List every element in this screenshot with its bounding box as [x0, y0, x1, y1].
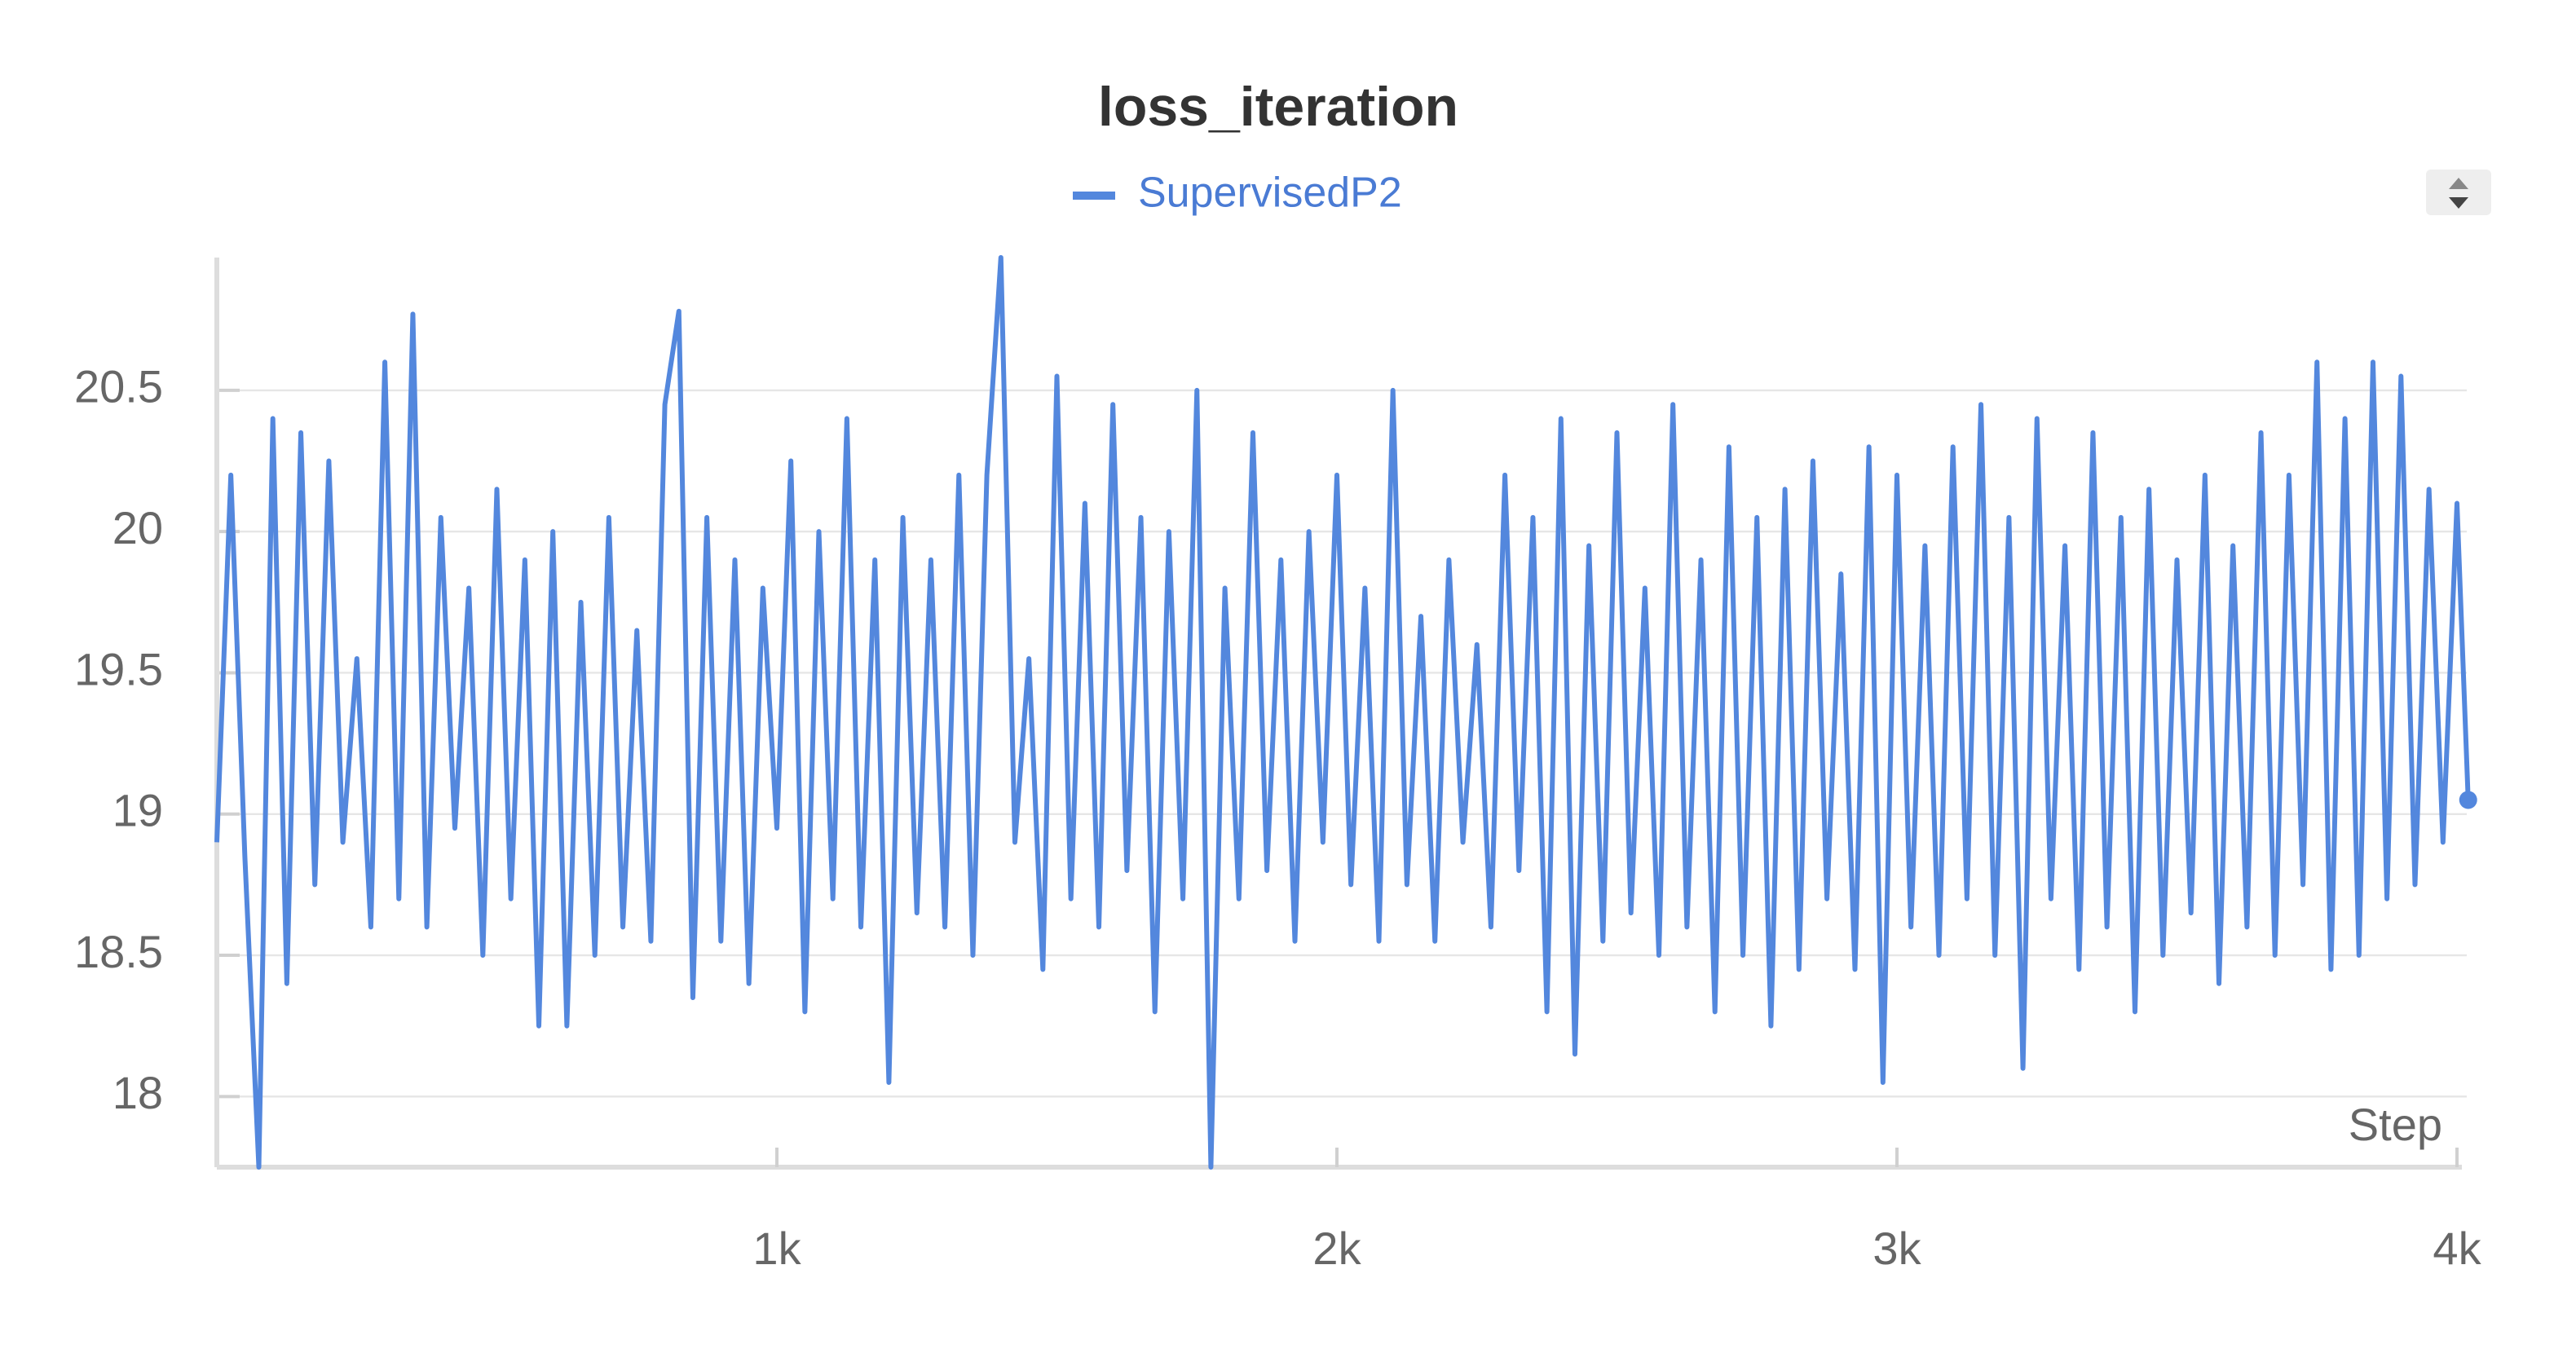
x-tick-label: 1k — [752, 1223, 801, 1274]
widget-bg[interactable] — [2426, 170, 2491, 215]
end-point — [2459, 791, 2477, 809]
scroll-widget[interactable] — [2426, 170, 2491, 215]
chart-title: loss_iteration — [1098, 76, 1458, 138]
y-tick-label: 19 — [112, 785, 163, 836]
y-tick-label: 20 — [112, 502, 163, 553]
x-tick-label: 2k — [1312, 1223, 1361, 1274]
x-tick-label: 3k — [1872, 1223, 1921, 1274]
series-line — [214, 255, 2471, 1170]
y-tick-label: 19.5 — [74, 643, 163, 694]
y-tick-label: 18.5 — [74, 926, 163, 977]
up-arrow[interactable] — [2449, 178, 2468, 189]
legend-label: SupervisedP2 — [1138, 170, 1402, 217]
y-tick-label: 18 — [112, 1067, 163, 1118]
x-tick-label: 4k — [2433, 1223, 2481, 1274]
y-tick-label: 20.5 — [74, 361, 163, 412]
x-axis-label: Step — [2349, 1099, 2442, 1150]
down-arrow[interactable] — [2449, 197, 2468, 209]
